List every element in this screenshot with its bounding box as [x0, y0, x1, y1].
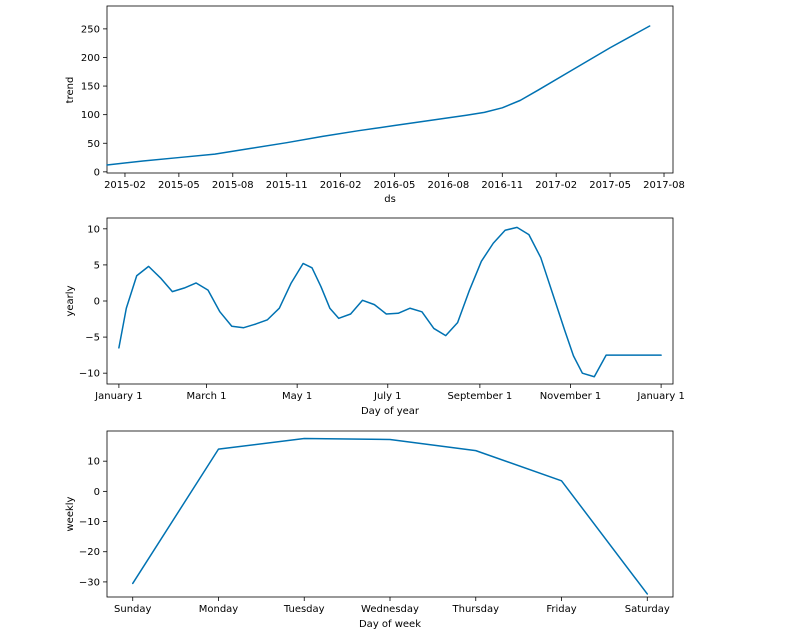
- yearly-y-axis-label: yearly: [65, 285, 76, 316]
- trend-x-tick-label: 2015-11: [266, 180, 308, 191]
- trend-x-axis-label: ds: [384, 194, 396, 205]
- trend-y-tick-label: 250: [81, 24, 100, 35]
- trend-x-tick-label: 2015-05: [158, 180, 200, 191]
- yearly-x-tick-label: September 1: [447, 391, 512, 402]
- trend-x-tick-label: 2016-02: [320, 180, 362, 191]
- weekly-x-tick-label: Sunday: [114, 604, 151, 615]
- yearly-x-tick-label: November 1: [540, 391, 602, 402]
- yearly-x-tick-label: May 1: [282, 391, 312, 402]
- trend-panel: 2015-02 2015-05 2015-08 2015-11 2016-02 2016-…: [65, 5, 685, 205]
- weekly-y-tick-label: −10: [79, 517, 100, 528]
- yearly-y-tick-label: 5: [94, 260, 100, 271]
- yearly-y-tick-label: −10: [79, 369, 100, 380]
- weekly-x-tick-label: Wednesday: [361, 604, 419, 615]
- trend-y-tick-label: 50: [87, 139, 100, 150]
- yearly-y-tick-label: 10: [87, 224, 100, 235]
- yearly-x-tick-label: January 1: [94, 391, 142, 402]
- weekly-x-axis-label: Day of week: [359, 619, 421, 630]
- trend-x-tick-label: 2016-05: [374, 180, 416, 191]
- weekly-x-tick-label: Monday: [199, 604, 239, 615]
- weekly-x-tick-label: Tuesday: [283, 604, 325, 615]
- trend-y-tick-label: 200: [81, 53, 100, 64]
- trend-x-tick-label: 2017-05: [589, 180, 631, 191]
- trend-y-tick-label: 100: [81, 110, 100, 121]
- weekly-series-line: [131, 437, 649, 595]
- trend-y-axis-label: trend: [65, 77, 76, 104]
- yearly-y-tick-label: 0: [94, 297, 100, 308]
- weekly-panel: Sunday Monday Tuesday Wednesday Thursday Frid…: [65, 430, 674, 630]
- yearly-x-tick-label: July 1: [373, 391, 402, 402]
- weekly-y-tick-label: −30: [79, 577, 100, 588]
- yearly-series-line: [118, 226, 662, 378]
- weekly-y-tick-label: −20: [79, 547, 100, 558]
- yearly-x-tick-label: January 1: [636, 391, 684, 402]
- trend-x-tick-label: 2015-08: [212, 180, 254, 191]
- yearly-x-axis-label: Day of year: [361, 406, 420, 417]
- trend-x-tick-label: 2015-02: [104, 180, 146, 191]
- weekly-plot-frame: [106, 430, 674, 598]
- yearly-panel: January 1 March 1 May 1 July 1 September 1 No…: [65, 217, 685, 417]
- trend-series-line: [106, 25, 651, 166]
- weekly-x-tick-label: Thursday: [452, 604, 500, 615]
- trend-y-tick-label: 150: [81, 82, 100, 93]
- yearly-y-tick-label: −5: [85, 333, 100, 344]
- weekly-x-tick-label: Friday: [546, 604, 576, 615]
- weekly-y-tick-label: 10: [87, 457, 100, 468]
- trend-x-tick-label: 2017-08: [643, 180, 685, 191]
- trend-x-tick-label: 2016-11: [481, 180, 523, 191]
- trend-y-tick-label: 0: [94, 167, 100, 178]
- trend-x-tick-label: 2017-02: [535, 180, 577, 191]
- weekly-x-tick-label: Saturday: [625, 604, 670, 615]
- yearly-plot-frame: [106, 217, 674, 385]
- trend-plot-frame: [106, 5, 674, 174]
- yearly-x-tick-label: March 1: [187, 391, 227, 402]
- weekly-y-tick-label: 0: [94, 487, 100, 498]
- weekly-y-axis-label: weekly: [65, 496, 76, 531]
- trend-x-tick-label: 2016-08: [427, 180, 469, 191]
